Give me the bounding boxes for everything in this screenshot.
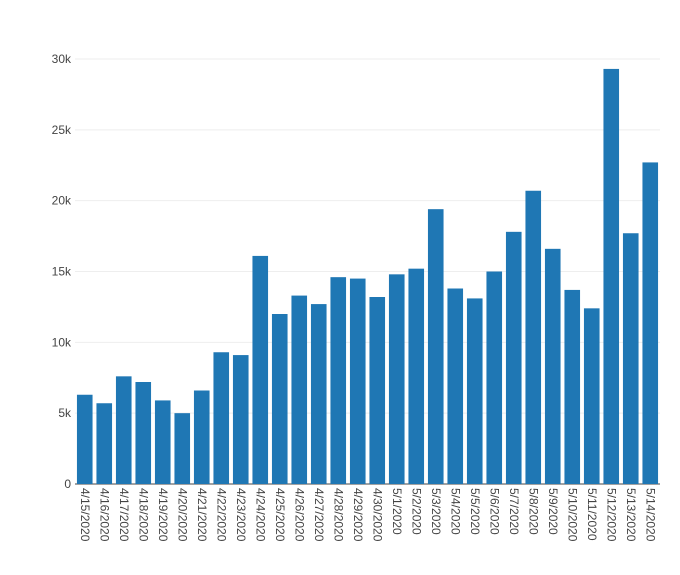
bar <box>583 308 600 484</box>
x-tick-label: 4/25/2020 <box>273 488 287 542</box>
x-tick-label: 4/15/2020 <box>78 488 92 542</box>
bar <box>564 289 581 484</box>
x-tick-label: 5/4/2020 <box>448 488 462 535</box>
x-tick-label: 5/2/2020 <box>409 488 423 535</box>
bar <box>544 248 561 484</box>
bar <box>427 209 444 484</box>
bar <box>232 355 249 484</box>
x-tick-label: 4/27/2020 <box>312 488 326 542</box>
y-tick-label: 10k <box>52 335 72 349</box>
x-tick-label: 4/22/2020 <box>214 488 228 542</box>
x-tick-label: 4/16/2020 <box>97 488 111 542</box>
x-tick-label: 4/21/2020 <box>195 488 209 542</box>
x-tick-label: 5/11/2020 <box>585 488 599 541</box>
x-tick-label: 4/17/2020 <box>117 488 131 542</box>
x-tick-label: 4/28/2020 <box>331 488 345 542</box>
bar <box>486 271 503 484</box>
bar <box>330 277 347 484</box>
bar <box>154 400 171 484</box>
x-tick-label: 5/6/2020 <box>487 488 501 535</box>
x-tick-label: 4/18/2020 <box>136 488 150 542</box>
x-tick-label: 4/19/2020 <box>156 488 170 542</box>
y-axis-ticks: 0 5k 10k 15k 20k 25k 30k <box>52 52 72 491</box>
bar <box>271 314 288 484</box>
x-tick-label: 5/14/2020 <box>643 488 657 542</box>
bar <box>369 297 386 484</box>
bar <box>525 190 542 484</box>
gridlines <box>75 58 660 485</box>
x-tick-label: 4/29/2020 <box>351 488 365 542</box>
y-tick-label: 5k <box>58 406 72 420</box>
bar <box>642 162 659 484</box>
x-tick-label: 5/10/2020 <box>565 488 579 542</box>
bar <box>388 274 405 484</box>
y-tick-label: 30k <box>52 52 72 66</box>
x-tick-label: 5/7/2020 <box>507 488 521 535</box>
bar <box>310 304 327 484</box>
y-tick-label: 20k <box>52 194 72 208</box>
bars <box>76 68 659 485</box>
bar <box>76 394 93 484</box>
x-tick-label: 5/9/2020 <box>546 488 560 535</box>
x-axis-ticks: 4/15/2020 4/16/2020 4/17/2020 4/18/2020 4/19… <box>78 488 658 542</box>
bar <box>603 68 620 485</box>
x-tick-label: 5/5/2020 <box>468 488 482 535</box>
bar <box>115 376 132 484</box>
x-tick-label: 4/24/2020 <box>253 488 267 542</box>
y-tick-label: 0 <box>64 477 71 491</box>
bar <box>193 390 210 484</box>
bar <box>96 403 113 484</box>
bar <box>349 278 366 484</box>
bar <box>213 352 230 484</box>
x-tick-label: 5/1/2020 <box>390 488 404 535</box>
x-tick-label: 5/12/2020 <box>604 488 618 542</box>
x-tick-label: 4/20/2020 <box>175 488 189 542</box>
bar <box>505 231 522 484</box>
bar <box>291 295 308 484</box>
bar <box>174 413 191 484</box>
x-tick-label: 4/26/2020 <box>292 488 306 542</box>
x-tick-label: 5/8/2020 <box>526 488 540 535</box>
y-tick-label: 15k <box>52 265 72 279</box>
bar <box>135 382 152 484</box>
bar <box>408 268 425 484</box>
x-tick-label: 5/3/2020 <box>429 488 443 535</box>
bar <box>252 255 269 484</box>
y-tick-label: 25k <box>52 123 72 137</box>
bar <box>622 233 639 484</box>
bar <box>447 288 464 484</box>
bar <box>466 298 483 484</box>
x-tick-label: 4/30/2020 <box>370 488 384 542</box>
x-tick-label: 4/23/2020 <box>234 488 248 542</box>
x-tick-label: 5/13/2020 <box>624 488 638 542</box>
